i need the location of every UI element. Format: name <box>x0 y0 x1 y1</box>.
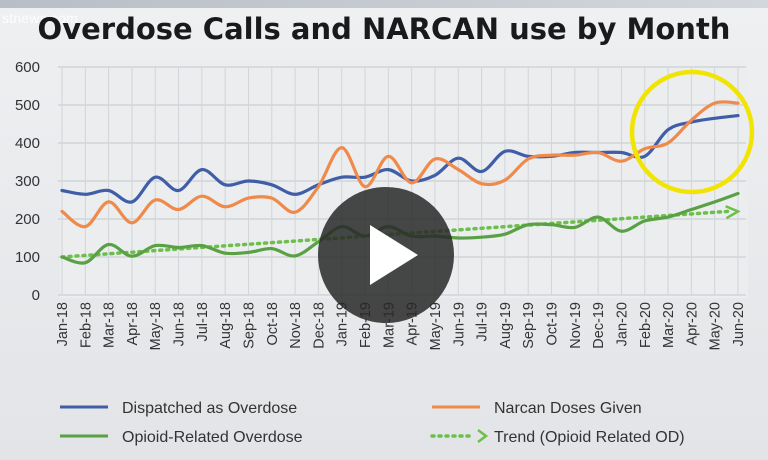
chart-title: Overdose Calls and NARCAN use by Month <box>37 12 731 46</box>
x-tick-label: Aug-18 <box>218 302 234 349</box>
x-tick-label: Jan-19 <box>335 302 351 346</box>
y-tick-label: 600 <box>15 59 40 76</box>
x-tick-label: Dec-18 <box>311 302 327 349</box>
x-tick-label: Aug-19 <box>498 302 514 349</box>
x-tick-label: Apr-18 <box>125 302 141 346</box>
legend-label: Opioid-Related Overdose <box>122 429 303 446</box>
watermark: stnews.com <box>2 10 78 26</box>
legend-label: Dispatched as Overdose <box>122 400 297 417</box>
play-button[interactable] <box>318 187 454 323</box>
x-tick-label: Oct-19 <box>545 302 561 346</box>
x-tick-label: Jan-18 <box>55 302 71 346</box>
x-tick-label: Mar-18 <box>102 302 118 348</box>
y-tick-label: 200 <box>15 211 40 228</box>
legend-label: Narcan Doses Given <box>494 400 642 417</box>
series-line-narcan-doses-given <box>60 100 740 229</box>
x-tick-label: Apr-20 <box>684 302 700 346</box>
legend-swatch-arrow <box>477 429 489 443</box>
x-tick-label: Nov-19 <box>568 302 584 349</box>
x-tick-label: Feb-20 <box>638 302 654 348</box>
highlight-circle <box>629 69 755 195</box>
x-tick-label: Jul-18 <box>195 302 211 342</box>
top-bar <box>0 0 768 8</box>
x-tick-label: Jun-19 <box>451 302 467 346</box>
x-tick-label: Jun-20 <box>731 302 747 346</box>
legend-label: Trend (Opioid Related OD) <box>494 429 685 446</box>
x-tick-label: Nov-18 <box>288 302 304 349</box>
x-tick-label: Dec-19 <box>591 302 607 349</box>
series-line-dispatched-as-overdose <box>60 114 740 204</box>
series-line-trend-opioid-related-od <box>60 209 730 259</box>
x-tick-label: Jul-19 <box>475 302 491 342</box>
x-tick-label: May-19 <box>428 302 444 350</box>
x-tick-label: Sep-18 <box>241 302 257 349</box>
x-tick-label: Jan-20 <box>614 302 630 346</box>
x-tick-label: Jun-18 <box>172 302 188 346</box>
play-icon <box>370 225 418 285</box>
x-tick-label: Feb-18 <box>78 302 94 348</box>
trend-arrowhead <box>725 205 741 220</box>
x-tick-label: May-20 <box>708 302 724 350</box>
x-tick-label: May-18 <box>148 302 164 350</box>
y-tick-label: 0 <box>32 287 40 304</box>
y-tick-label: 400 <box>15 135 40 152</box>
x-tick-label: Sep-19 <box>521 302 537 349</box>
y-tick-label: 300 <box>15 173 40 190</box>
x-tick-label: Oct-18 <box>265 302 281 346</box>
y-tick-label: 100 <box>15 249 40 266</box>
y-tick-label: 500 <box>15 97 40 114</box>
x-tick-label: Mar-20 <box>661 302 677 348</box>
